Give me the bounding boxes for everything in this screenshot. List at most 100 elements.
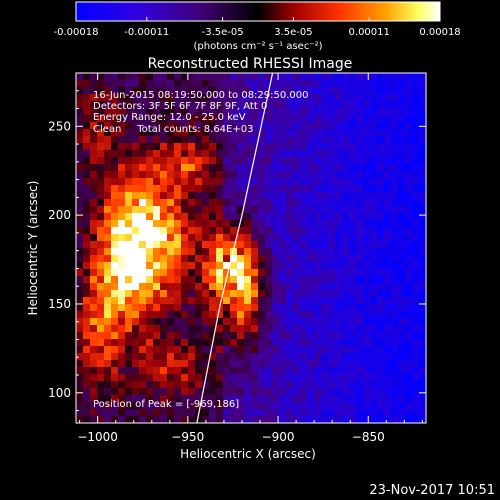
- heatmap-cell: [398, 178, 406, 186]
- heatmap-cell: [265, 178, 273, 186]
- heatmap-cell: [111, 360, 119, 368]
- heatmap-cell: [139, 171, 147, 179]
- heatmap-cell: [342, 241, 350, 249]
- heatmap-cell: [167, 185, 175, 193]
- heatmap-cell: [307, 360, 315, 368]
- heatmap-cell: [321, 227, 329, 235]
- heatmap-cell: [139, 101, 147, 109]
- heatmap-cell: [139, 339, 147, 347]
- heatmap-cell: [160, 304, 168, 312]
- heatmap-cell: [412, 178, 420, 186]
- heatmap-cell: [251, 185, 259, 193]
- heatmap-cell: [307, 346, 315, 354]
- heatmap-cell: [76, 73, 84, 81]
- x-axis-label: Heliocentric X (arcsec): [180, 447, 316, 461]
- heatmap-cell: [377, 248, 385, 256]
- heatmap-cell: [76, 234, 84, 242]
- heatmap-cell: [279, 171, 287, 179]
- heatmap-cell: [258, 73, 266, 81]
- heatmap-cell: [279, 94, 287, 102]
- heatmap-cell: [181, 227, 189, 235]
- heatmap-cell: [132, 227, 140, 235]
- heatmap-cell: [391, 388, 399, 396]
- heatmap-cell: [398, 360, 406, 368]
- heatmap-cell: [251, 318, 259, 326]
- heatmap-cell: [377, 416, 385, 423]
- heatmap-cell: [265, 192, 273, 200]
- heatmap-cell: [160, 416, 168, 423]
- heatmap-cell: [230, 87, 238, 95]
- heatmap-cell: [195, 108, 203, 116]
- heatmap-cell: [286, 157, 294, 165]
- heatmap-cell: [307, 395, 315, 403]
- heatmap-cell: [188, 234, 196, 242]
- heatmap-cell: [293, 325, 301, 333]
- heatmap-cell: [118, 248, 126, 256]
- heatmap-cell: [405, 360, 413, 368]
- heatmap-cell: [356, 136, 364, 144]
- heatmap-cell: [216, 122, 224, 130]
- heatmap-cell: [265, 136, 273, 144]
- heatmap-cell: [251, 332, 259, 340]
- heatmap-cell: [314, 248, 322, 256]
- heatmap-cell: [160, 199, 168, 207]
- heatmap-cell: [265, 290, 273, 298]
- heatmap-cell: [398, 339, 406, 347]
- heatmap-cell: [223, 80, 231, 88]
- heatmap-cell: [118, 234, 126, 242]
- heatmap-cell: [251, 220, 259, 228]
- heatmap-cell: [419, 332, 426, 340]
- heatmap-cell: [216, 262, 224, 270]
- heatmap-cell: [174, 283, 182, 291]
- heatmap-cell: [125, 80, 133, 88]
- heatmap-cell: [300, 213, 308, 221]
- heatmap-cell: [412, 360, 420, 368]
- heatmap-cell: [384, 143, 392, 151]
- heatmap-cell: [181, 213, 189, 221]
- heatmap-cell: [139, 297, 147, 305]
- heatmap-cell: [405, 381, 413, 389]
- heatmap-cell: [223, 227, 231, 235]
- heatmap-cell: [181, 115, 189, 123]
- heatmap-cell: [349, 234, 357, 242]
- heatmap-cell: [349, 94, 357, 102]
- heatmap-cell: [307, 122, 315, 130]
- heatmap-cell: [412, 220, 420, 228]
- heatmap-cell: [349, 311, 357, 319]
- heatmap-cell: [97, 248, 105, 256]
- heatmap-cell: [335, 80, 343, 88]
- heatmap-cell: [160, 262, 168, 270]
- heatmap-cell: [307, 136, 315, 144]
- heatmap-cell: [251, 108, 259, 116]
- heatmap-cell: [146, 206, 154, 214]
- heatmap-cell: [349, 346, 357, 354]
- heatmap-cell: [251, 395, 259, 403]
- heatmap-cell: [370, 367, 378, 375]
- heatmap-cell: [83, 94, 91, 102]
- heatmap-cell: [167, 206, 175, 214]
- heatmap-cell: [342, 290, 350, 298]
- heatmap-cell: [104, 367, 112, 375]
- heatmap-cell: [286, 262, 294, 270]
- heatmap-cell: [419, 416, 426, 423]
- heatmap-cell: [174, 227, 182, 235]
- heatmap-cell: [398, 115, 406, 123]
- heatmap-cell: [188, 262, 196, 270]
- heatmap-cell: [139, 80, 147, 88]
- heatmap-cell: [223, 339, 231, 347]
- heatmap-cell: [209, 269, 217, 277]
- heatmap-cell: [391, 381, 399, 389]
- heatmap-cell: [419, 220, 426, 228]
- heatmap-cell: [321, 80, 329, 88]
- heatmap-cell: [188, 220, 196, 228]
- y-axis-label: Heliocentric Y (arcsec): [26, 181, 40, 316]
- heatmap-cell: [314, 360, 322, 368]
- heatmap-cell: [125, 311, 133, 319]
- heatmap-cell: [216, 94, 224, 102]
- heatmap-cell: [314, 325, 322, 333]
- heatmap-cell: [314, 94, 322, 102]
- heatmap-cell: [237, 346, 245, 354]
- heatmap-cell: [335, 318, 343, 326]
- heatmap-cell: [160, 80, 168, 88]
- heatmap-cell: [328, 164, 336, 172]
